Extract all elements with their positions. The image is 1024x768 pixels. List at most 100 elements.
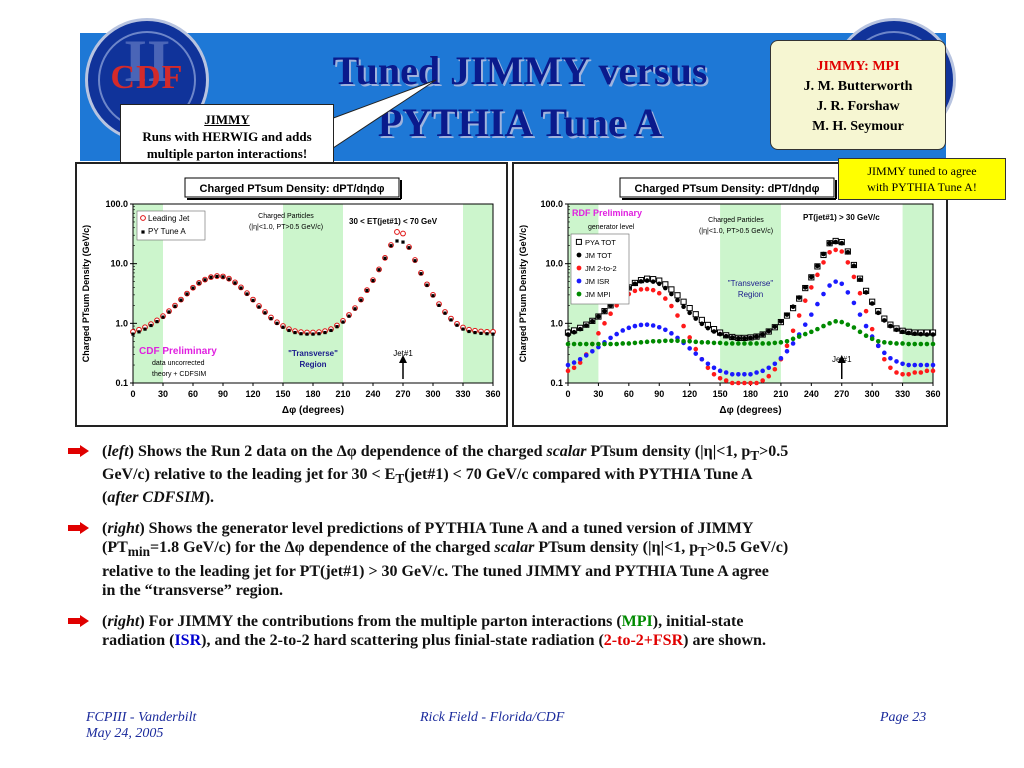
x-tick-label: 150 [713,389,728,399]
data-point [215,274,219,279]
data-point [167,310,171,314]
data-point [565,341,571,347]
x-tick-label: 60 [624,389,634,399]
data-point [821,323,826,329]
data-point [571,329,577,335]
data-point [245,292,249,296]
data-point [918,362,924,368]
data-point [802,285,808,290]
data-point [729,335,735,340]
footer-date: May 24, 2005 [86,726,164,741]
data-point [389,244,393,248]
chart-title: Charged PTsum Density: dPT/dηdφ [635,183,820,195]
data-point [401,240,405,244]
data-point [663,338,668,344]
data-point [602,321,607,326]
data-point [583,323,589,328]
series-jm-mpi [565,319,936,347]
data-point [479,331,483,335]
data-point [924,341,930,347]
y-tick-label: 10.0 [110,259,128,269]
data-point [821,260,826,265]
data-point [371,279,375,283]
data-point [766,341,772,346]
x-axis-label: Δφ (degrees) [719,405,781,416]
jimmy-callout-pointer [327,79,437,151]
data-point [650,323,656,328]
legend: PYA TOT JM TOT JM 2-to-2 JM ISR JM MPI [570,233,630,305]
bullet-item: (right) For JIMMY the contributions from… [66,612,966,650]
data-point [359,298,363,302]
data-point [778,355,784,361]
data-point [681,323,686,329]
x-tick-label: 60 [188,389,198,399]
data-point [590,341,595,347]
annotation-cuts: (|η|<1.0, PT>0.5 GeV/c) [699,228,773,235]
right-chart: 0 30 60 90 120 150 180 210 240 270 300 330 360 0.1 1.0… [518,177,941,416]
data-point [802,331,808,337]
data-point [638,279,644,284]
y-axis-label: Charged PTsum Density (GeV/c) [81,225,91,362]
data-point [608,341,613,347]
data-point [809,274,814,280]
x-axis-label: Δφ (degrees) [282,405,344,416]
data-point [257,305,261,309]
legend-marker [575,238,582,245]
data-point [305,332,309,336]
data-point [912,331,918,337]
slide-title-line2: PYTHIA Tune A [377,100,663,145]
x-tick-label: 210 [773,389,788,399]
data-point [723,333,729,339]
data-point [644,322,650,327]
data-point [882,350,887,356]
data-point [815,301,820,307]
data-point [656,290,662,296]
data-point [638,287,644,292]
chart-title-frame [619,177,835,198]
data-point [705,340,711,345]
data-point [815,263,820,269]
annotation-theory: theory + CDFSIM [152,371,206,378]
scroll-author-2: J. R. Forshaw [816,99,900,114]
annotation-rdf-preliminary: RDF Preliminary [572,208,642,218]
bullet-item: (left) Shows the Run 2 data on the Δφ de… [66,442,966,507]
arrow-bullet-icon [68,445,89,457]
legend-label: PY Tune A [148,227,186,236]
data-point [857,290,863,296]
data-point [906,362,911,368]
data-point [772,340,778,346]
data-point [347,314,351,318]
data-point [796,334,802,339]
data-point [149,323,153,328]
data-point [760,332,765,337]
data-point [766,373,772,379]
data-point [663,327,668,333]
annotation-region: Region [299,360,326,369]
data-point [299,332,303,336]
y-tick-label: 1.0 [115,318,128,328]
y-axis-label: Charged PTsum Density (GeV/c) [518,225,528,362]
annotation-cuts: (|η|<1.0, PT>0.5 GeV/c) [249,224,323,231]
data-point [760,341,765,346]
annotation-region: Region [738,290,763,299]
data-point [802,298,808,303]
data-point [644,286,650,292]
data-point [918,341,924,347]
data-point [790,304,796,310]
data-point [839,319,845,325]
data-point [736,336,741,341]
data-point [772,324,778,329]
scroll-heading: JIMMY: MPI [816,59,900,74]
data-point [155,319,159,324]
annotation-cdf-preliminary: CDF Preliminary [139,346,217,357]
data-point [705,365,711,371]
x-tick-label: 360 [485,389,500,399]
data-point [602,308,607,314]
legend-label: JM 2-to-2 [585,264,617,273]
legend-marker [576,252,582,258]
data-point [930,368,936,374]
data-point [742,371,747,377]
data-point [407,246,411,250]
data-point [626,341,632,346]
data-point [669,338,674,344]
